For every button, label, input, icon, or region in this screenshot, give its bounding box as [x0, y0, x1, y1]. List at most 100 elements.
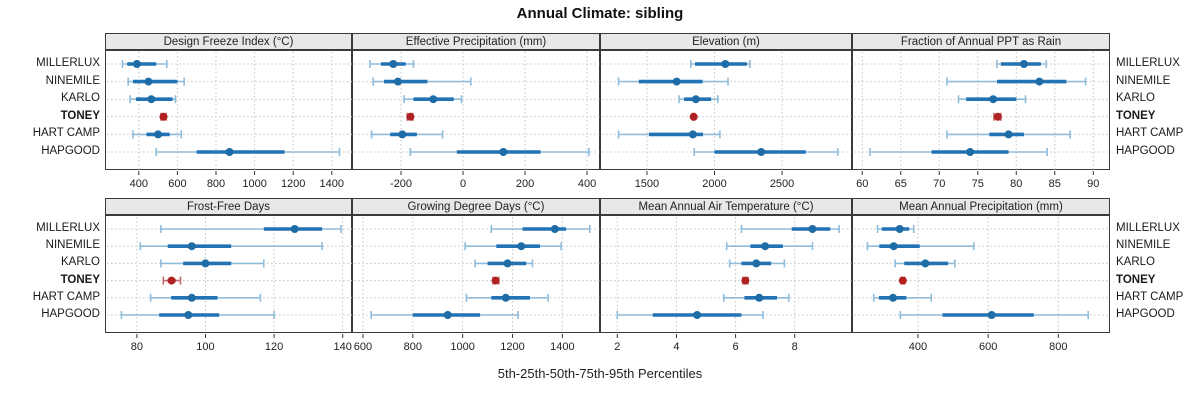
x-axis-tick-label: 600: [354, 341, 372, 353]
row-label-left-karlo: KARLO: [61, 92, 100, 105]
x-axis-tick-label: -200: [390, 178, 412, 190]
median-dot: [499, 148, 508, 156]
median-dot: [989, 95, 998, 104]
row-label-left-millerlux: MILLERLUX: [36, 57, 100, 69]
interval-ninemile: [127, 77, 185, 86]
x-axis-tick-label: 60: [856, 178, 868, 190]
interval-karlo: [129, 95, 177, 104]
x-axis-tick-label: 600: [979, 341, 997, 353]
panel-body-elevation-m: 1500 2000 2500: [600, 50, 852, 190]
median-dot: [808, 225, 817, 233]
interval-hart-camp: [722, 293, 790, 302]
row-label-left-toney: TONEY: [60, 109, 100, 122]
x-axis-tick-label: 0: [460, 178, 466, 190]
x-axis-tick-label: 600: [168, 178, 186, 190]
interval-millerlux: [740, 225, 840, 233]
panel-canvas: 400 600 800: [854, 217, 1110, 353]
interval-ninemile: [866, 242, 975, 251]
row-label-right-ninemile: NINEMILE: [1116, 74, 1171, 87]
x-axis-tick-label: 1000: [242, 178, 266, 190]
interval-karlo: [403, 95, 463, 104]
row-label-left-hart-camp: HART CAMP: [32, 127, 100, 140]
row-label-right-karlo: KARLO: [1116, 92, 1155, 105]
interval-hapgood: [155, 148, 341, 156]
median-dot: [889, 293, 898, 302]
interval-hart-camp: [132, 130, 183, 139]
x-axis-tick-label: 8: [792, 341, 798, 353]
median-dot: [406, 112, 415, 121]
x-axis-tick-label: 1200: [500, 341, 524, 353]
median-dot: [898, 276, 907, 285]
interval-ninemile: [464, 242, 562, 251]
interval-ninemile: [946, 77, 1087, 86]
panel-canvas: 60 65 70 75 80 85 90: [854, 52, 1110, 190]
panel-strip-growing-degree-days-c: Growing Degree Days (°C): [352, 198, 600, 215]
interval-karlo: [728, 259, 786, 268]
interval-ninemile: [139, 242, 323, 251]
interval-hart-camp: [946, 130, 1071, 139]
x-axis-tick-label: 1500: [635, 178, 659, 190]
median-dot: [752, 259, 761, 268]
row-label-right-toney: TONEY: [1116, 109, 1156, 122]
median-dot: [167, 276, 176, 285]
row-label-right-ninemile: NINEMILE: [1116, 239, 1171, 252]
panel-canvas: 600 800 1000 1200 1400: [354, 217, 600, 353]
row-label-right-hapgood: HAPGOOD: [1116, 308, 1175, 320]
panel-canvas: -200 0 200 400: [354, 52, 600, 190]
median-dot: [147, 95, 156, 104]
x-axis-tick-label: 800: [207, 178, 225, 190]
interval-toney: [406, 112, 415, 121]
panel-canvas: 2 4 6 8: [602, 217, 852, 353]
strip-label: Fraction of Annual PPT as Rain: [900, 35, 1062, 48]
x-axis-caption: 5th-25th-50th-75th-95th Percentiles: [497, 366, 703, 381]
interval-hapgood: [370, 311, 519, 319]
x-axis-tick-label: 2500: [770, 178, 794, 190]
x-axis-tick-label: 6: [733, 341, 739, 353]
interval-hart-camp: [465, 293, 549, 302]
x-axis-tick-label: 400: [578, 178, 596, 190]
median-dot: [225, 148, 234, 156]
interval-ninemile: [617, 77, 729, 86]
median-dot: [987, 311, 996, 319]
x-axis-tick-label: 80: [131, 341, 143, 353]
interval-millerlux: [490, 225, 591, 233]
median-dot: [921, 259, 930, 268]
median-dot: [1004, 130, 1013, 139]
strip-label: Growing Degree Days (°C): [407, 200, 545, 213]
median-dot: [443, 311, 452, 319]
median-dot: [889, 242, 898, 251]
median-dot: [389, 60, 398, 68]
interval-karlo: [160, 259, 265, 268]
panel-body-fraction-of-annual-ppt-as-rain: 60 65 70 75 80 85 90: [852, 50, 1110, 190]
row-label-right-millerlux: MILLERLUX: [1116, 222, 1180, 234]
median-dot: [757, 148, 766, 156]
median-dot: [201, 259, 210, 268]
interval-hapgood: [120, 311, 275, 319]
panel-body-effective-precipitation-mm: -200 0 200 400: [352, 50, 600, 190]
interval-millerlux: [876, 225, 915, 233]
panel-strip-frost-free-days: Frost-Free Days: [105, 198, 352, 215]
panel-body-mean-annual-precipitation-mm: 400 600 800: [852, 215, 1110, 353]
median-dot: [290, 225, 299, 233]
median-dot: [429, 95, 438, 104]
median-dot: [1019, 60, 1028, 68]
row-label-left-hart-camp: HART CAMP: [32, 290, 100, 303]
x-axis-tick-label: 70: [933, 178, 945, 190]
panel-canvas: 80 100 120 140: [107, 217, 352, 353]
strip-label: Frost-Free Days: [186, 200, 271, 213]
median-dot: [691, 95, 700, 104]
row-label-right-toney: TONEY: [1116, 273, 1156, 286]
interval-millerlux: [690, 60, 751, 68]
row-label-left-ninemile: NINEMILE: [45, 74, 100, 87]
x-axis-tick-label: 200: [516, 178, 534, 190]
median-dot: [187, 242, 196, 251]
median-dot: [761, 242, 770, 251]
x-axis-tick-label: 4: [673, 341, 679, 353]
panel-strip-mean-annual-air-temperature-c: Mean Annual Air Temperature (°C): [600, 198, 852, 215]
panel-strip-fraction-of-annual-ppt-as-rain: Fraction of Annual PPT as Rain: [852, 33, 1110, 50]
row-label-right-karlo: KARLO: [1116, 256, 1155, 269]
interval-millerlux: [996, 60, 1048, 68]
interval-toney: [993, 112, 1002, 121]
panel-body-mean-annual-air-temperature-c: 2 4 6 8: [600, 215, 852, 353]
panel-strip-mean-annual-precipitation-mm: Mean Annual Precipitation (mm): [852, 198, 1110, 215]
